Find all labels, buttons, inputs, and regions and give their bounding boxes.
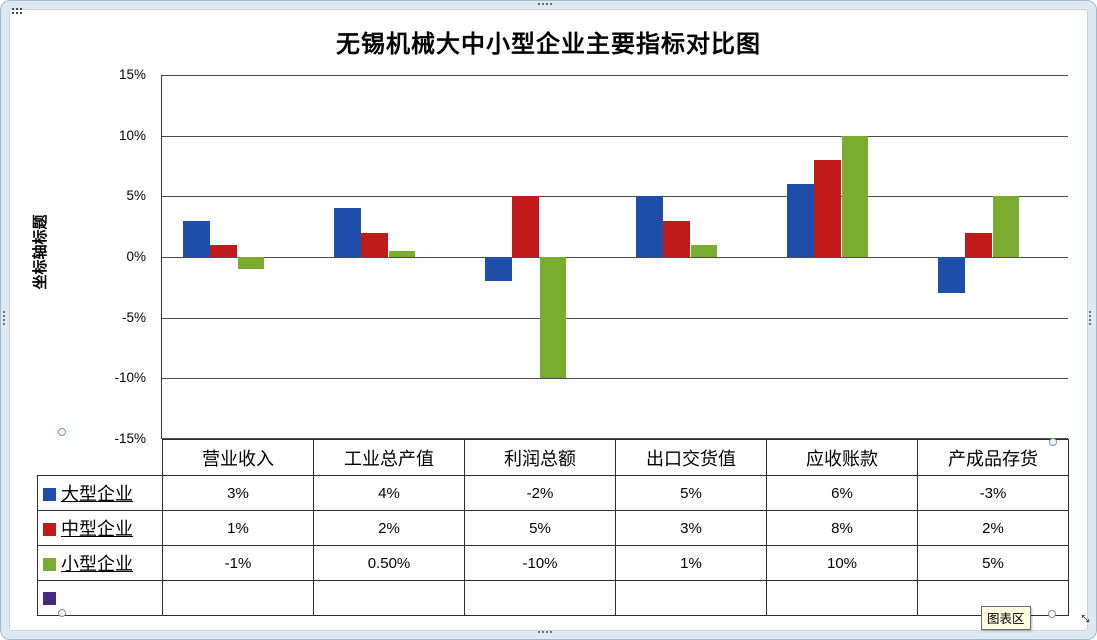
table-value-cell: -2%: [464, 475, 616, 511]
selection-handle[interactable]: [58, 428, 66, 436]
table-value-cell: 2%: [313, 510, 465, 546]
table-value-cell: 0.50%: [313, 545, 465, 581]
gridline: [162, 196, 1068, 198]
category-header-cell: 产成品存货: [917, 439, 1069, 476]
table-value-cell: [615, 580, 767, 616]
resize-grip-bottom-icon[interactable]: [538, 631, 552, 633]
data-table[interactable]: 营业收入 工业总产值 利润总额 出口交货值 应收账款 产成品存货 大型企业 3% 4% -2% 5%…: [37, 439, 1069, 616]
legend-label: 小型企业: [61, 554, 133, 574]
legend-label: 大型企业: [61, 484, 133, 504]
bar-小型企业-利润总额[interactable]: [539, 257, 567, 379]
bar-中型企业-利润总额[interactable]: [512, 196, 539, 257]
y-tick-label: 5%: [126, 188, 146, 204]
y-axis-line: [161, 75, 162, 439]
gridline: [162, 317, 1068, 319]
gridline: [162, 257, 1068, 258]
table-value-cell: 5%: [615, 475, 767, 511]
table-value-cell: -1%: [162, 545, 314, 581]
y-tick-label: 0%: [126, 249, 146, 264]
bar-小型企业-产成品存货[interactable]: [992, 196, 1020, 257]
table-value-cell: 5%: [464, 510, 616, 546]
y-tick-label: -5%: [121, 309, 146, 325]
table-value-cell: 3%: [162, 475, 314, 511]
resize-grip-top-icon[interactable]: [538, 3, 552, 5]
legend-cell: [37, 580, 163, 616]
legend-key-icon: [43, 558, 56, 571]
table-value-cell: 3%: [615, 510, 767, 546]
table-value-cell: 10%: [766, 545, 918, 581]
legend-key-icon: [43, 523, 56, 536]
category-header-cell: 营业收入: [162, 439, 314, 476]
chart-area-tooltip: 图表区: [981, 606, 1031, 630]
table-value-cell: 6%: [766, 475, 918, 511]
y-tick-label: -15%: [114, 431, 146, 446]
bar-大型企业-营业收入[interactable]: [182, 220, 210, 257]
bar-中型企业-应收账款[interactable]: [814, 159, 841, 257]
bar-中型企业-营业收入[interactable]: [210, 244, 237, 257]
legend-key-icon: [43, 591, 56, 605]
y-tick-label: 15%: [118, 67, 146, 82]
legend-cell: 小型企业: [37, 545, 163, 581]
table-value-cell: -10%: [464, 545, 616, 581]
legend-key-icon: [43, 488, 56, 501]
bar-中型企业-出口交货值[interactable]: [663, 220, 690, 257]
table-corner-cell: [38, 440, 163, 476]
chart-title[interactable]: 无锡机械大中小型企业主要指标对比图: [336, 31, 761, 58]
category-header-cell: 应收账款: [766, 439, 918, 476]
legend-cell: 大型企业: [37, 475, 163, 511]
resize-grip-right-icon[interactable]: [1089, 311, 1091, 325]
bar-中型企业-工业总产值[interactable]: [361, 232, 388, 257]
bar-小型企业-应收账款[interactable]: [841, 135, 869, 257]
plot-area[interactable]: [162, 75, 1068, 439]
table-value-cell: 8%: [766, 510, 918, 546]
gridline: [162, 135, 1068, 137]
category-header-cell: 出口交货值: [615, 439, 767, 476]
selection-handle[interactable]: [1049, 438, 1057, 446]
table-value-cell: [464, 580, 616, 616]
bar-小型企业-出口交货值[interactable]: [690, 244, 718, 257]
table-value-cell: 1%: [615, 545, 767, 581]
table-value-cell: [162, 580, 314, 616]
y-tick-label: -10%: [114, 370, 146, 386]
gridline: [162, 438, 1068, 439]
gridline: [162, 75, 1068, 76]
table-value-cell: [313, 580, 465, 616]
selection-handle[interactable]: [58, 609, 66, 617]
table-value-cell: 1%: [162, 510, 314, 546]
bar-中型企业-产成品存货[interactable]: [965, 232, 992, 257]
y-axis-title[interactable]: 坐标轴标题: [32, 214, 49, 290]
bar-大型企业-利润总额[interactable]: [484, 257, 512, 282]
bar-小型企业-营业收入[interactable]: [237, 257, 265, 270]
table-value-cell: 4%: [313, 475, 465, 511]
selection-handle[interactable]: [1048, 610, 1056, 618]
bar-小型企业-工业总产值[interactable]: [388, 250, 416, 257]
category-header-cell: 工业总产值: [313, 439, 465, 476]
legend-label: 中型企业: [61, 519, 133, 539]
category-header-cell: 利润总额: [464, 439, 616, 476]
table-value-cell: -3%: [917, 475, 1069, 511]
gridline: [162, 378, 1068, 380]
table-value-cell: 5%: [917, 545, 1069, 581]
resize-grip-left-icon[interactable]: [3, 311, 5, 325]
y-tick-label: 10%: [118, 127, 146, 143]
bar-大型企业-出口交货值[interactable]: [635, 196, 663, 257]
move-grip-icon[interactable]: [12, 8, 22, 14]
bar-大型企业-产成品存货[interactable]: [937, 257, 965, 294]
bar-大型企业-应收账款[interactable]: [786, 184, 814, 257]
table-value-cell: [766, 580, 918, 616]
legend-cell: 中型企业: [37, 510, 163, 546]
table-value-cell: 2%: [917, 510, 1069, 546]
bar-大型企业-工业总产值[interactable]: [333, 208, 361, 257]
